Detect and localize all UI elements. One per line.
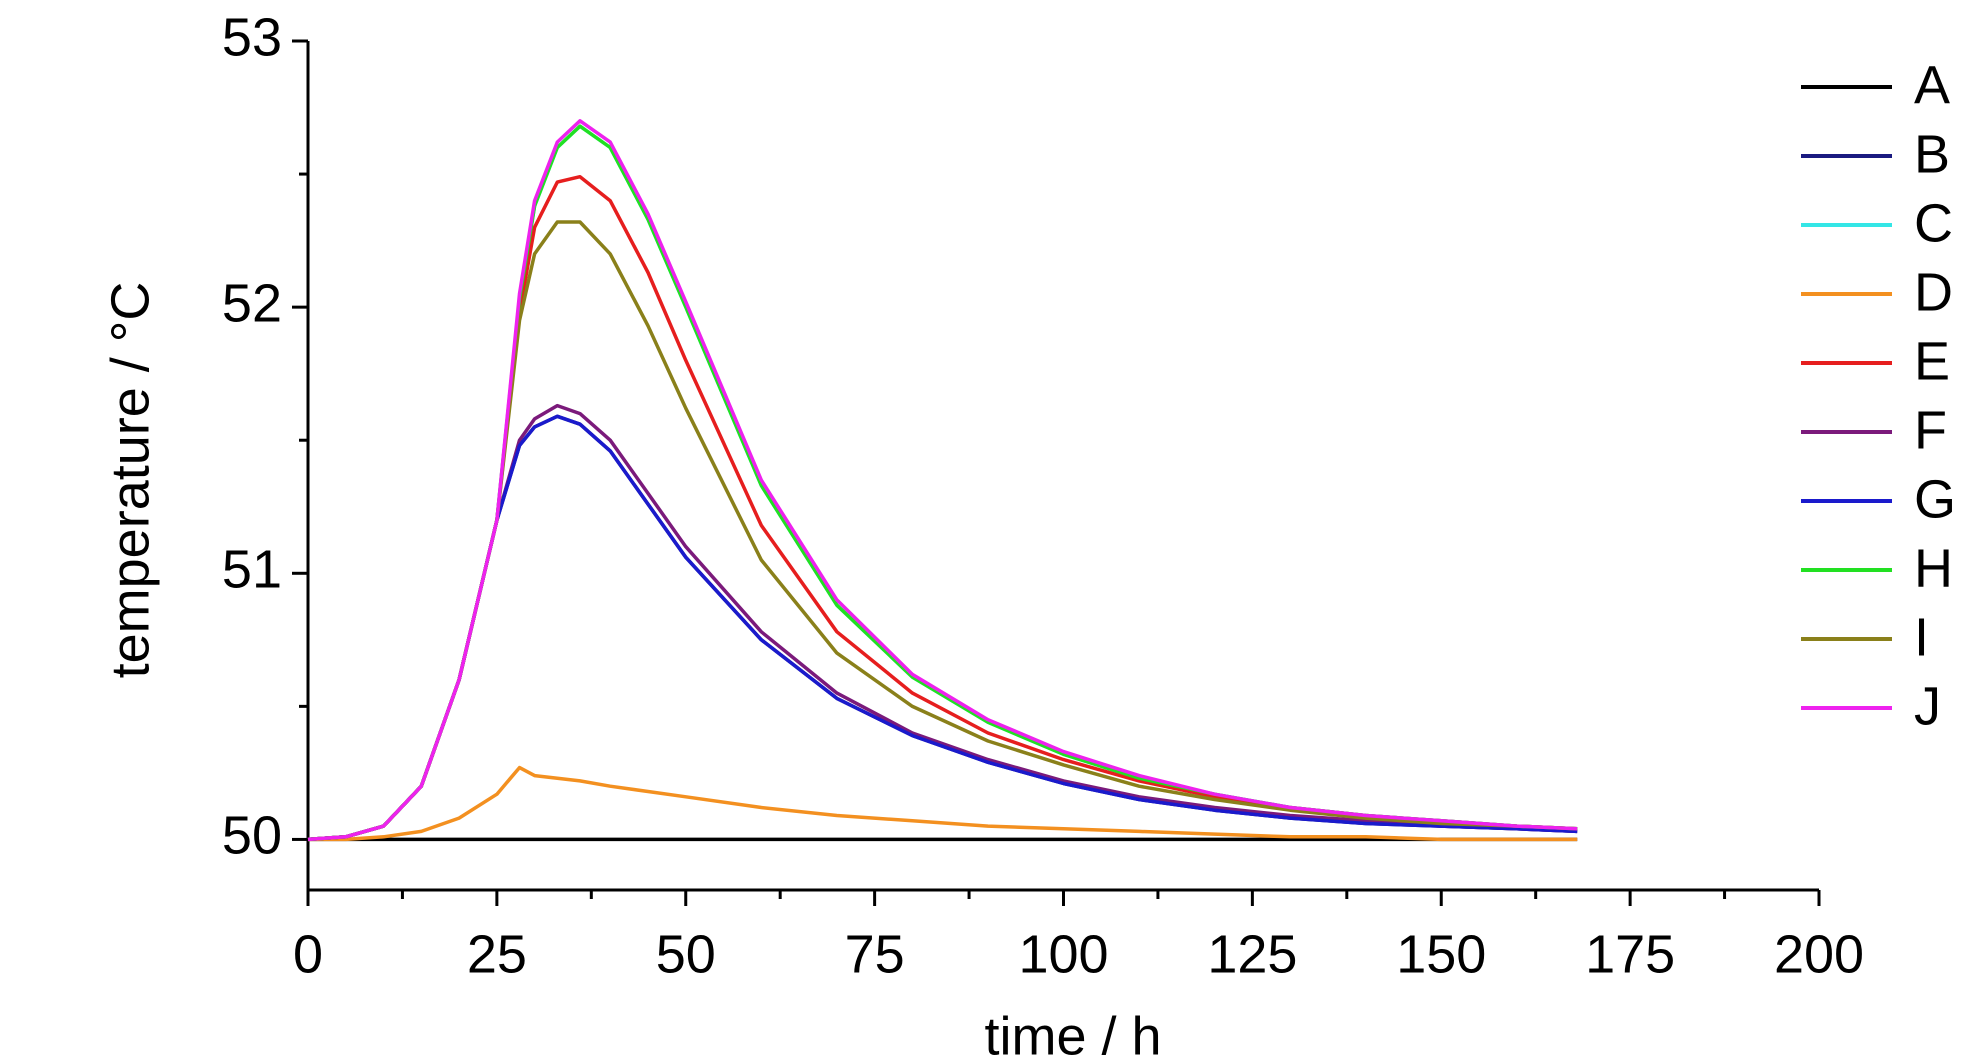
x-tick-label: 50 — [656, 924, 716, 984]
x-tick-label: 75 — [845, 924, 905, 984]
x-tick-label: 175 — [1585, 924, 1675, 984]
y-tick-label: 51 — [222, 540, 282, 600]
x-tick-label: 0 — [293, 924, 323, 984]
legend-label: J — [1914, 676, 1941, 736]
y-tick-label: 50 — [222, 806, 282, 866]
series-line — [307, 414, 1578, 842]
y-tick-label: 53 — [222, 7, 282, 67]
legend-label: E — [1914, 331, 1950, 391]
legend-label: A — [1914, 55, 1950, 115]
x-tick-label: 200 — [1774, 924, 1864, 984]
legend-label: I — [1914, 607, 1929, 667]
x-tick-label: 150 — [1396, 924, 1486, 984]
series-line — [307, 414, 1578, 842]
legend-label: H — [1914, 538, 1953, 598]
y-axis-label: temperature / °C — [100, 282, 160, 679]
series-line — [307, 124, 1578, 842]
y-tick-label: 52 — [222, 273, 282, 333]
series-line — [307, 403, 1578, 842]
series-line — [307, 124, 1578, 842]
legend-label: G — [1914, 469, 1956, 529]
legend-label: F — [1914, 400, 1947, 460]
x-tick-label: 100 — [1018, 924, 1108, 984]
series-line — [308, 765, 1578, 842]
legend-label: D — [1914, 262, 1953, 322]
series-line — [307, 119, 1578, 842]
x-axis-label: time / h — [984, 1006, 1161, 1063]
legend-label: C — [1914, 193, 1953, 253]
legend-label: B — [1914, 124, 1950, 184]
x-tick-label: 125 — [1207, 924, 1297, 984]
x-tick-label: 25 — [467, 924, 527, 984]
